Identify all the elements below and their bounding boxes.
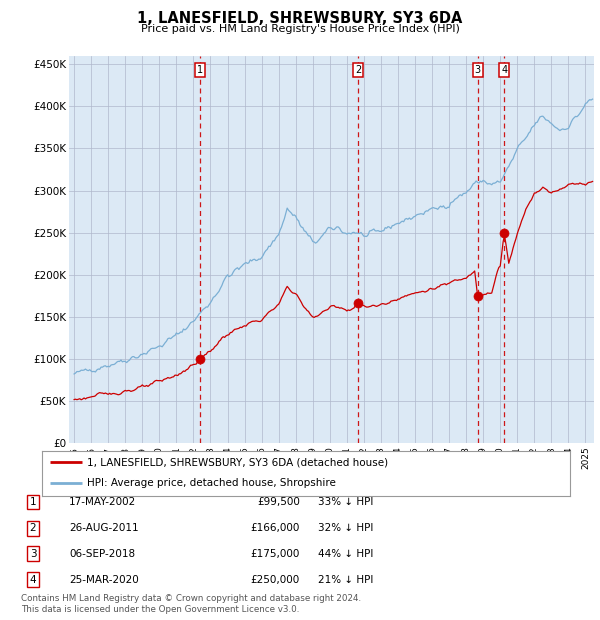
Text: 06-SEP-2018: 06-SEP-2018 (69, 549, 135, 559)
Text: £166,000: £166,000 (251, 523, 300, 533)
Text: 1: 1 (29, 497, 37, 507)
Text: 4: 4 (501, 65, 507, 75)
Text: 1: 1 (197, 65, 203, 75)
Text: £250,000: £250,000 (251, 575, 300, 585)
Text: 26-AUG-2011: 26-AUG-2011 (69, 523, 139, 533)
Text: £99,500: £99,500 (257, 497, 300, 507)
Text: This data is licensed under the Open Government Licence v3.0.: This data is licensed under the Open Gov… (21, 604, 299, 614)
Text: 32% ↓ HPI: 32% ↓ HPI (318, 523, 373, 533)
Text: 2: 2 (355, 65, 361, 75)
Text: HPI: Average price, detached house, Shropshire: HPI: Average price, detached house, Shro… (87, 478, 336, 489)
Text: 1, LANESFIELD, SHREWSBURY, SY3 6DA (detached house): 1, LANESFIELD, SHREWSBURY, SY3 6DA (deta… (87, 457, 388, 467)
Text: 44% ↓ HPI: 44% ↓ HPI (318, 549, 373, 559)
Text: Price paid vs. HM Land Registry's House Price Index (HPI): Price paid vs. HM Land Registry's House … (140, 24, 460, 33)
Text: £175,000: £175,000 (251, 549, 300, 559)
Text: Contains HM Land Registry data © Crown copyright and database right 2024.: Contains HM Land Registry data © Crown c… (21, 593, 361, 603)
Text: 3: 3 (475, 65, 481, 75)
Text: 1, LANESFIELD, SHREWSBURY, SY3 6DA: 1, LANESFIELD, SHREWSBURY, SY3 6DA (137, 11, 463, 25)
Text: 17-MAY-2002: 17-MAY-2002 (69, 497, 136, 507)
Text: 4: 4 (29, 575, 37, 585)
Text: 2: 2 (29, 523, 37, 533)
Text: 25-MAR-2020: 25-MAR-2020 (69, 575, 139, 585)
Text: 33% ↓ HPI: 33% ↓ HPI (318, 497, 373, 507)
Text: 21% ↓ HPI: 21% ↓ HPI (318, 575, 373, 585)
Text: 3: 3 (29, 549, 37, 559)
